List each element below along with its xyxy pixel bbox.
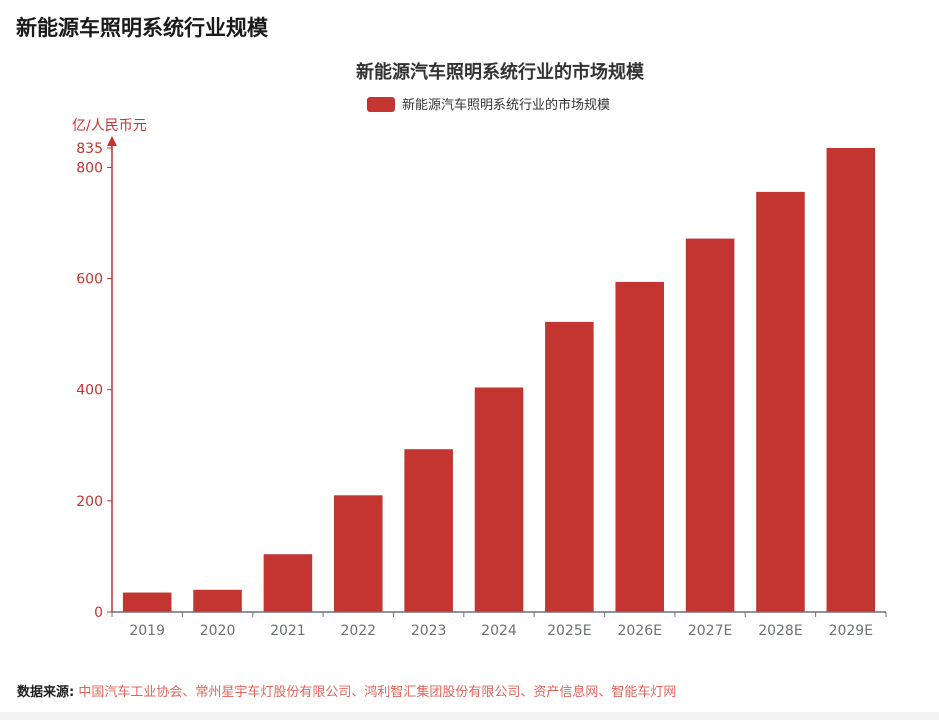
bottom-bar bbox=[0, 712, 939, 720]
y-tick-label: 600 bbox=[76, 272, 103, 288]
x-tick-label: 2026E bbox=[617, 623, 661, 639]
bar[interactable] bbox=[404, 449, 453, 612]
y-axis-label: 亿/人民币元 bbox=[72, 118, 147, 134]
legend-label: 新能源汽车照明系统行业的市场规模 bbox=[402, 97, 610, 113]
data-source-label: 数据来源: bbox=[17, 685, 75, 700]
bar[interactable] bbox=[263, 554, 313, 612]
data-source: 数据来源: 中国汽车工业协会、常州星宇车灯股份有限公司、鸿利智汇集团股份有限公司… bbox=[17, 681, 676, 700]
x-tick-label: 2025E bbox=[547, 623, 591, 639]
y-axis: 0 200 400 600 800 835 bbox=[76, 136, 117, 621]
x-tick-label: 2019 bbox=[129, 623, 165, 639]
x-tick-label: 2020 bbox=[200, 623, 236, 639]
y-axis-arrow bbox=[107, 136, 117, 146]
bar[interactable] bbox=[545, 321, 594, 612]
bar[interactable] bbox=[193, 589, 242, 612]
x-tick-label: 2023 bbox=[411, 623, 447, 639]
bar[interactable] bbox=[122, 592, 172, 612]
legend[interactable]: 新能源汽车照明系统行业的市场规模 bbox=[367, 97, 610, 113]
chart-title: 新能源汽车照明系统行业的市场规模 bbox=[356, 61, 645, 83]
legend-swatch bbox=[367, 97, 395, 112]
data-source-text: 中国汽车工业协会、常州星宇车灯股份有限公司、鸿利智汇集团股份有限公司、资产信息网… bbox=[78, 685, 677, 700]
x-tick-label: 2029E bbox=[829, 623, 873, 639]
bar[interactable] bbox=[756, 191, 805, 612]
y-tick-label: 200 bbox=[76, 494, 103, 510]
bar[interactable] bbox=[615, 281, 665, 612]
y-tick-label: 835 bbox=[76, 141, 103, 157]
x-axis: 2019 2020 2021 2022 2023 2024 2025E 2026E 2027E 2… bbox=[111, 611, 887, 639]
y-tick-label: 400 bbox=[76, 383, 103, 399]
x-tick-label: 2028E bbox=[758, 623, 802, 639]
y-tick-label: 800 bbox=[76, 160, 103, 176]
bar-chart: 新能源汽车照明系统行业的市场规模 新能源汽车照明系统行业的市场规模 亿/人民币元… bbox=[72, 61, 887, 639]
bar[interactable] bbox=[333, 495, 383, 612]
page-title: 新能源车照明系统行业规模 bbox=[16, 16, 268, 40]
x-tick-label: 2024 bbox=[481, 623, 517, 639]
x-tick-label: 2021 bbox=[270, 623, 306, 639]
bar[interactable] bbox=[474, 387, 524, 612]
bar[interactable] bbox=[685, 238, 735, 612]
x-tick-label: 2022 bbox=[340, 623, 376, 639]
x-tick-label: 2027E bbox=[688, 623, 732, 639]
bars bbox=[122, 148, 876, 612]
bar[interactable] bbox=[826, 148, 876, 612]
y-tick-label: 0 bbox=[94, 605, 103, 621]
